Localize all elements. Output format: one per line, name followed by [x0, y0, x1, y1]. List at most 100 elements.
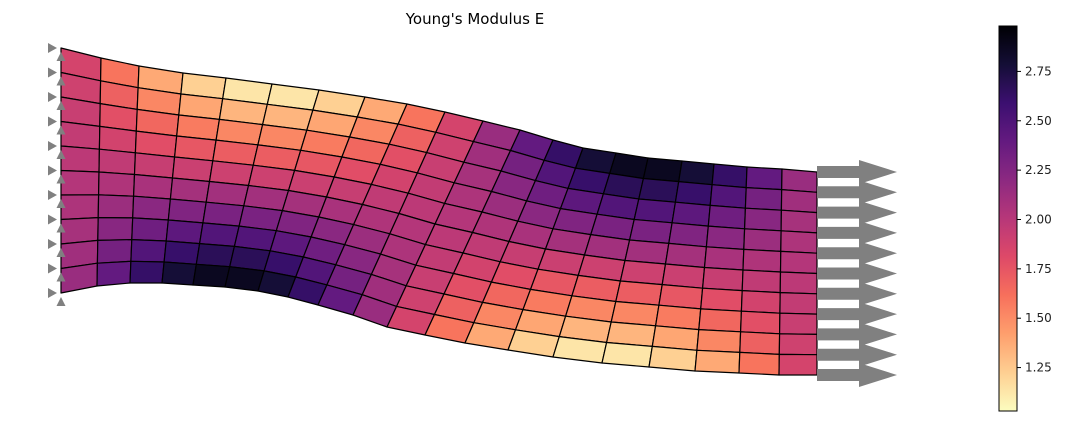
mesh-element: [780, 189, 818, 214]
mesh-element: [129, 260, 165, 284]
mesh-element: [743, 228, 782, 252]
mesh-element: [601, 341, 653, 368]
colorbar-tick-label: 1.50: [1025, 311, 1052, 325]
colorbar-tick-label: 2.50: [1025, 114, 1052, 128]
mesh-element: [96, 260, 132, 287]
roller-support-y-icon: [56, 223, 66, 233]
colorbar-tick-label: 1.25: [1025, 361, 1052, 375]
colorbar: 1.25 1.50 1.75 2.00 2.25 2.50 2.75: [998, 25, 1052, 412]
mesh-element: [224, 266, 265, 292]
mesh-element: [781, 168, 818, 193]
mesh-element: [97, 171, 136, 197]
loads: [817, 160, 897, 387]
mesh-element: [633, 198, 677, 224]
roller-support-y-icon: [56, 101, 66, 110]
mesh: [60, 47, 818, 376]
roller-support-y-icon: [56, 248, 66, 257]
mesh-element: [696, 329, 742, 353]
colorbar-tick-label: 2.00: [1025, 212, 1052, 226]
mesh-element: [60, 145, 101, 173]
mesh-element: [624, 239, 670, 265]
mesh-element: [60, 217, 99, 245]
mesh-element: [60, 262, 99, 294]
mesh-element: [98, 148, 136, 176]
load-arrow-icon: [817, 342, 897, 367]
mesh-element: [740, 290, 781, 314]
mesh-element: [195, 243, 235, 268]
roller-support-x-icon: [48, 263, 57, 274]
mesh-element: [205, 180, 250, 207]
mesh-element: [707, 204, 747, 230]
supports: [48, 43, 66, 306]
mesh-element: [98, 125, 137, 154]
roller-support-y-icon: [56, 125, 66, 135]
roller-support-y-icon: [56, 272, 66, 282]
load-arrow-icon: [817, 261, 897, 286]
mesh-element: [132, 195, 171, 221]
mesh-element: [642, 157, 683, 183]
roller-support-x-icon: [48, 239, 57, 249]
colorbar-tick-label: 2.75: [1025, 64, 1052, 78]
mesh-element: [742, 248, 782, 273]
roller-support-x-icon: [48, 141, 57, 151]
roller-support-x-icon: [48, 92, 57, 102]
colorbar-gradient: [998, 25, 1018, 412]
mesh-element: [192, 263, 231, 288]
mesh-element: [743, 207, 783, 232]
mesh-element: [648, 345, 698, 372]
mesh-element: [778, 353, 818, 376]
mesh-element: [745, 166, 783, 191]
mesh-element: [711, 163, 748, 189]
mesh-element: [778, 312, 818, 335]
mesh-element: [739, 331, 781, 355]
mesh-element: [674, 181, 713, 206]
roller-support-x-icon: [48, 165, 57, 176]
colorbar-tick-label: 2.25: [1025, 163, 1052, 177]
mesh-element: [165, 219, 204, 245]
load-arrow-icon: [817, 281, 897, 306]
load-arrow-icon: [817, 241, 897, 266]
mesh-element: [668, 222, 709, 248]
load-arrow-icon: [817, 363, 897, 387]
roller-support-y-icon: [56, 297, 66, 306]
roller-support-x-icon: [48, 190, 57, 200]
mesh-element: [133, 173, 174, 200]
mesh-element: [709, 184, 747, 209]
mesh-element: [161, 261, 197, 286]
mesh-element: [664, 242, 708, 269]
roller-support-y-icon: [56, 52, 66, 61]
mesh-element: [60, 120, 101, 150]
mesh-element: [60, 194, 100, 221]
mesh-element: [97, 194, 135, 219]
mesh-element: [780, 209, 818, 234]
mesh-element: [169, 177, 211, 203]
mesh-element: [671, 201, 711, 227]
mesh-element: [738, 351, 780, 376]
mesh-element: [133, 152, 176, 179]
colorbar-tick-label: 1.75: [1025, 262, 1052, 276]
mesh-element: [638, 177, 680, 203]
mesh-element: [167, 198, 207, 224]
mesh-element: [705, 225, 746, 250]
roller-support-x-icon: [48, 43, 57, 53]
mesh-element: [163, 240, 201, 265]
load-arrow-icon: [817, 322, 897, 347]
mesh-element: [778, 333, 818, 356]
roller-support-x-icon: [48, 116, 57, 127]
roller-support-x-icon: [48, 214, 57, 225]
roller-support-y-icon: [56, 150, 66, 159]
mesh-element: [96, 239, 133, 264]
mesh-element: [694, 349, 741, 374]
mesh-element: [779, 271, 818, 295]
mesh-element: [60, 169, 100, 196]
roller-support-y-icon: [56, 76, 66, 86]
roller-support-x-icon: [48, 67, 57, 78]
chart-title: Young's Modulus E: [405, 10, 544, 28]
mesh-element: [130, 239, 167, 263]
load-arrow-icon: [817, 160, 897, 184]
mesh-element: [744, 187, 783, 211]
mesh-element: [199, 222, 240, 247]
mesh-element: [779, 250, 818, 275]
mesh-element: [780, 230, 818, 254]
